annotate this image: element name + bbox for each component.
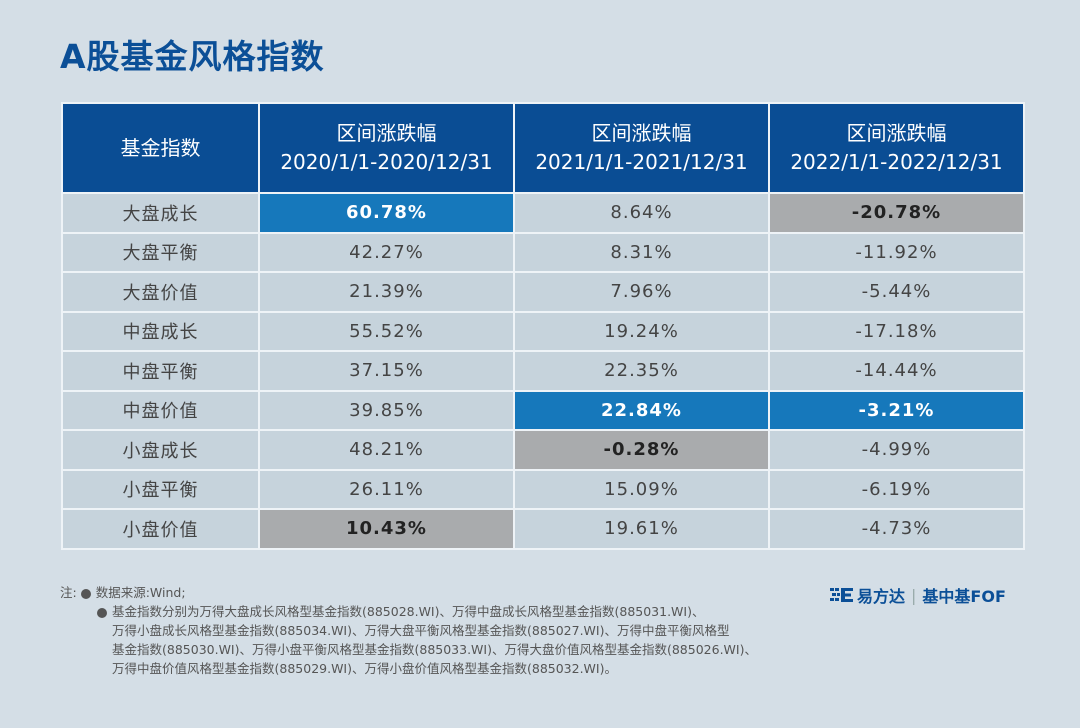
value-cell: 26.11%: [258, 468, 515, 510]
value-cell: -11.92%: [768, 231, 1025, 273]
value-cell: 10.43%: [258, 508, 515, 550]
brand-logo: 易方达 | 基中基FOF: [830, 583, 1006, 607]
logo-separator: |: [911, 585, 917, 605]
value-cell: 42.27%: [258, 231, 515, 273]
page-title: A股基金风格指数: [60, 37, 325, 76]
value-cell: 8.31%: [513, 231, 770, 273]
header-date-range: 2021/1/1-2021/12/31: [535, 150, 748, 174]
table-row: 小盘平衡 26.11% 15.09% -6.19%: [61, 468, 1025, 510]
row-label: 小盘成长: [61, 429, 260, 471]
row-label: 大盘价值: [61, 271, 260, 313]
value-cell: -6.19%: [768, 468, 1025, 510]
value-cell: -5.44%: [768, 271, 1025, 313]
value-cell: -3.21%: [768, 389, 1025, 431]
bullet-1-icon: [80, 588, 91, 599]
brand-name: 易方达: [857, 587, 906, 606]
row-label: 小盘价值: [61, 508, 260, 550]
value-cell: 55.52%: [258, 310, 515, 352]
row-label: 大盘平衡: [61, 231, 260, 273]
value-cell: 19.24%: [513, 310, 770, 352]
header-label: 区间涨跌幅: [846, 121, 947, 145]
fund-style-index-table: 基金指数 区间涨跌幅 2020/1/1-2020/12/31 区间涨跌幅 2021/1/…: [61, 102, 1025, 550]
table-row: 大盘成长 60.78% 8.64% -20.78%: [61, 192, 1025, 234]
row-label: 中盘价值: [61, 389, 260, 431]
header-period-1: 区间涨跌幅 2020/1/1-2020/12/31: [258, 102, 515, 194]
header-fund-index: 基金指数: [61, 102, 260, 194]
header-label: 基金指数: [120, 135, 201, 160]
footnotes: 注: 数据来源:Wind; 基金指数分别为万得大盘成长风格型基金指数(88502…: [60, 583, 757, 678]
value-cell: 39.85%: [258, 389, 515, 431]
header-period-3: 区间涨跌幅 2022/1/1-2022/12/31: [768, 102, 1025, 194]
header-label: 区间涨跌幅: [591, 121, 692, 145]
value-cell: -20.78%: [768, 192, 1025, 234]
notes-label: 注:: [60, 585, 77, 600]
value-cell: 15.09%: [513, 468, 770, 510]
row-label: 中盘平衡: [61, 350, 260, 392]
product-name: 基中基FOF: [922, 587, 1006, 606]
value-cell: -4.73%: [768, 508, 1025, 550]
note-2-line: 万得小盘成长风格型基金指数(885034.WI)、万得大盘平衡风格型基金指数(8…: [112, 623, 730, 638]
table-row: 中盘价值 39.85% 22.84% -3.21%: [61, 389, 1025, 431]
note-2-line: 基金指数(885030.WI)、万得小盘平衡风格型基金指数(885033.WI)…: [112, 642, 757, 657]
header-date-range: 2022/1/1-2022/12/31: [790, 150, 1003, 174]
value-cell: 37.15%: [258, 350, 515, 392]
header-label: 区间涨跌幅: [336, 121, 437, 145]
table-header-row: 基金指数 区间涨跌幅 2020/1/1-2020/12/31 区间涨跌幅 2021/1/…: [61, 102, 1025, 194]
value-cell: 22.84%: [513, 389, 770, 431]
value-cell: 8.64%: [513, 192, 770, 234]
row-label: 中盘成长: [61, 310, 260, 352]
value-cell: 22.35%: [513, 350, 770, 392]
note-2-line: 万得中盘价值风格型基金指数(885029.WI)、万得小盘价值风格型基金指数(8…: [112, 661, 617, 676]
table-row: 小盘价值 10.43% 19.61% -4.73%: [61, 508, 1025, 550]
table-row: 大盘平衡 42.27% 8.31% -11.92%: [61, 231, 1025, 273]
header-period-2: 区间涨跌幅 2021/1/1-2021/12/31: [513, 102, 770, 194]
row-label: 小盘平衡: [61, 468, 260, 510]
value-cell: -17.18%: [768, 310, 1025, 352]
note-1: 数据来源:Wind;: [95, 585, 186, 600]
value-cell: 60.78%: [258, 192, 515, 234]
note-2-line: 基金指数分别为万得大盘成长风格型基金指数(885028.WI)、万得中盘成长风格…: [112, 604, 705, 619]
efund-logo-icon: [830, 588, 853, 602]
table-row: 中盘平衡 37.15% 22.35% -14.44%: [61, 350, 1025, 392]
table-row: 大盘价值 21.39% 7.96% -5.44%: [61, 271, 1025, 313]
value-cell: 48.21%: [258, 429, 515, 471]
value-cell: -4.99%: [768, 429, 1025, 471]
table-row: 小盘成长 48.21% -0.28% -4.99%: [61, 429, 1025, 471]
header-date-range: 2020/1/1-2020/12/31: [280, 150, 493, 174]
value-cell: 19.61%: [513, 508, 770, 550]
value-cell: -0.28%: [513, 429, 770, 471]
value-cell: -14.44%: [768, 350, 1025, 392]
value-cell: 21.39%: [258, 271, 515, 313]
row-label: 大盘成长: [61, 192, 260, 234]
table-row: 中盘成长 55.52% 19.24% -17.18%: [61, 310, 1025, 352]
bullet-2-icon: [97, 607, 107, 618]
value-cell: 7.96%: [513, 271, 770, 313]
